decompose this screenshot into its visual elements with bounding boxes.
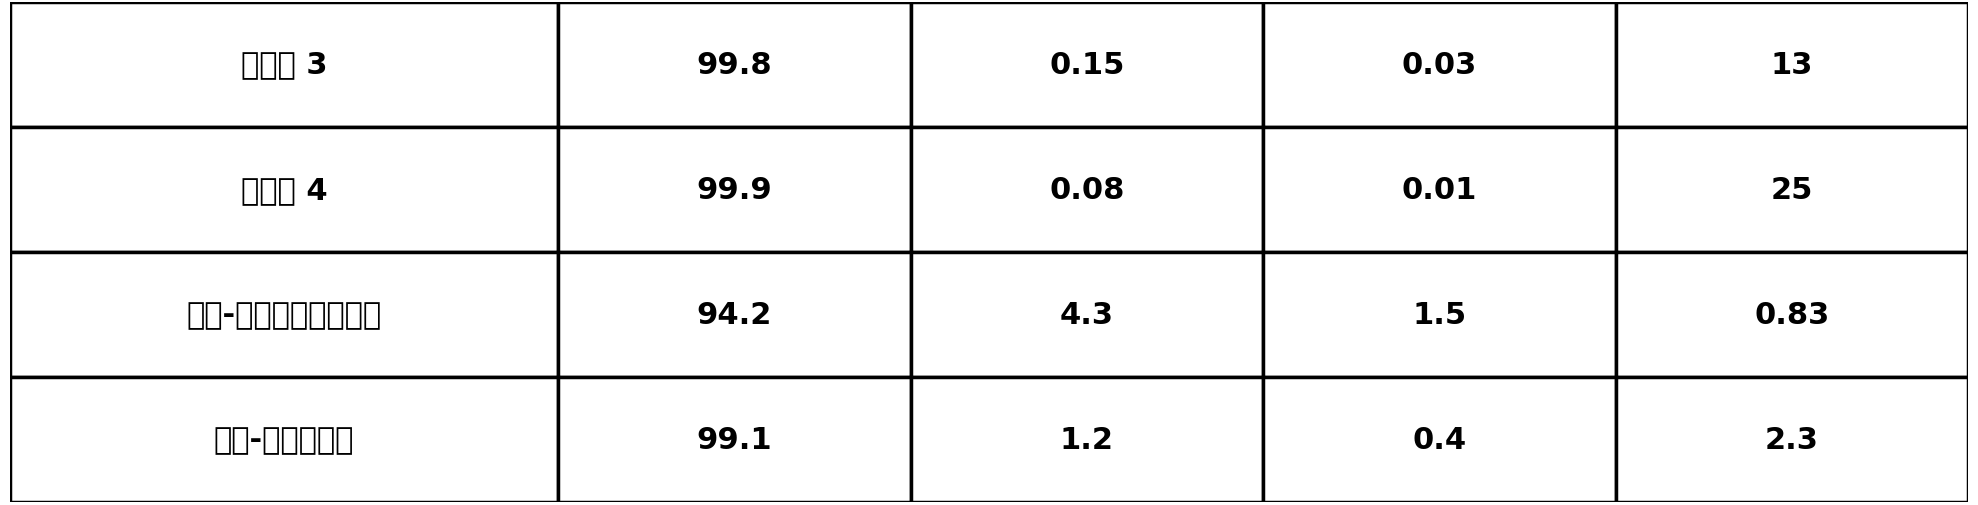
Bar [10, 252, 558, 378]
Bar [910, 252, 1264, 378]
Text: 0.08: 0.08 [1048, 176, 1125, 205]
Text: 0.4: 0.4 [1412, 426, 1466, 454]
Bar [910, 128, 1264, 252]
Text: 实施例 4: 实施例 4 [241, 176, 326, 205]
Bar [558, 128, 910, 252]
Bar [910, 3, 1264, 127]
Text: 13: 13 [1770, 50, 1814, 79]
Bar [1616, 128, 1968, 252]
Bar [1616, 378, 1968, 502]
Text: 99.1: 99.1 [696, 426, 771, 454]
Bar [910, 378, 1264, 502]
Text: 99.9: 99.9 [696, 176, 771, 205]
Bar [1264, 378, 1616, 502]
Text: 25: 25 [1770, 176, 1814, 205]
Bar [558, 378, 910, 502]
Text: 琉砂-三聚氰胺法: 琉砂-三聚氰胺法 [214, 426, 354, 454]
Bar [1264, 3, 1616, 127]
Bar [1616, 252, 1968, 378]
Bar [10, 378, 558, 502]
Text: 琉砂-氯化铵法（国内）: 琉砂-氯化铵法（国内） [186, 300, 382, 329]
Bar [1616, 3, 1968, 127]
Bar [558, 3, 910, 127]
Text: 2.3: 2.3 [1764, 426, 1820, 454]
Text: 99.8: 99.8 [696, 50, 771, 79]
Bar [1264, 252, 1616, 378]
Text: 1.2: 1.2 [1060, 426, 1114, 454]
Text: 0.01: 0.01 [1402, 176, 1478, 205]
Text: 94.2: 94.2 [696, 300, 771, 329]
Text: 0.03: 0.03 [1402, 50, 1478, 79]
Bar [558, 252, 910, 378]
Bar [1264, 128, 1616, 252]
Bar [10, 3, 558, 127]
Text: 0.83: 0.83 [1754, 300, 1830, 329]
Text: 1.5: 1.5 [1412, 300, 1466, 329]
Text: 0.15: 0.15 [1048, 50, 1125, 79]
Bar [10, 128, 558, 252]
Text: 4.3: 4.3 [1060, 300, 1114, 329]
Text: 实施例 3: 实施例 3 [241, 50, 326, 79]
